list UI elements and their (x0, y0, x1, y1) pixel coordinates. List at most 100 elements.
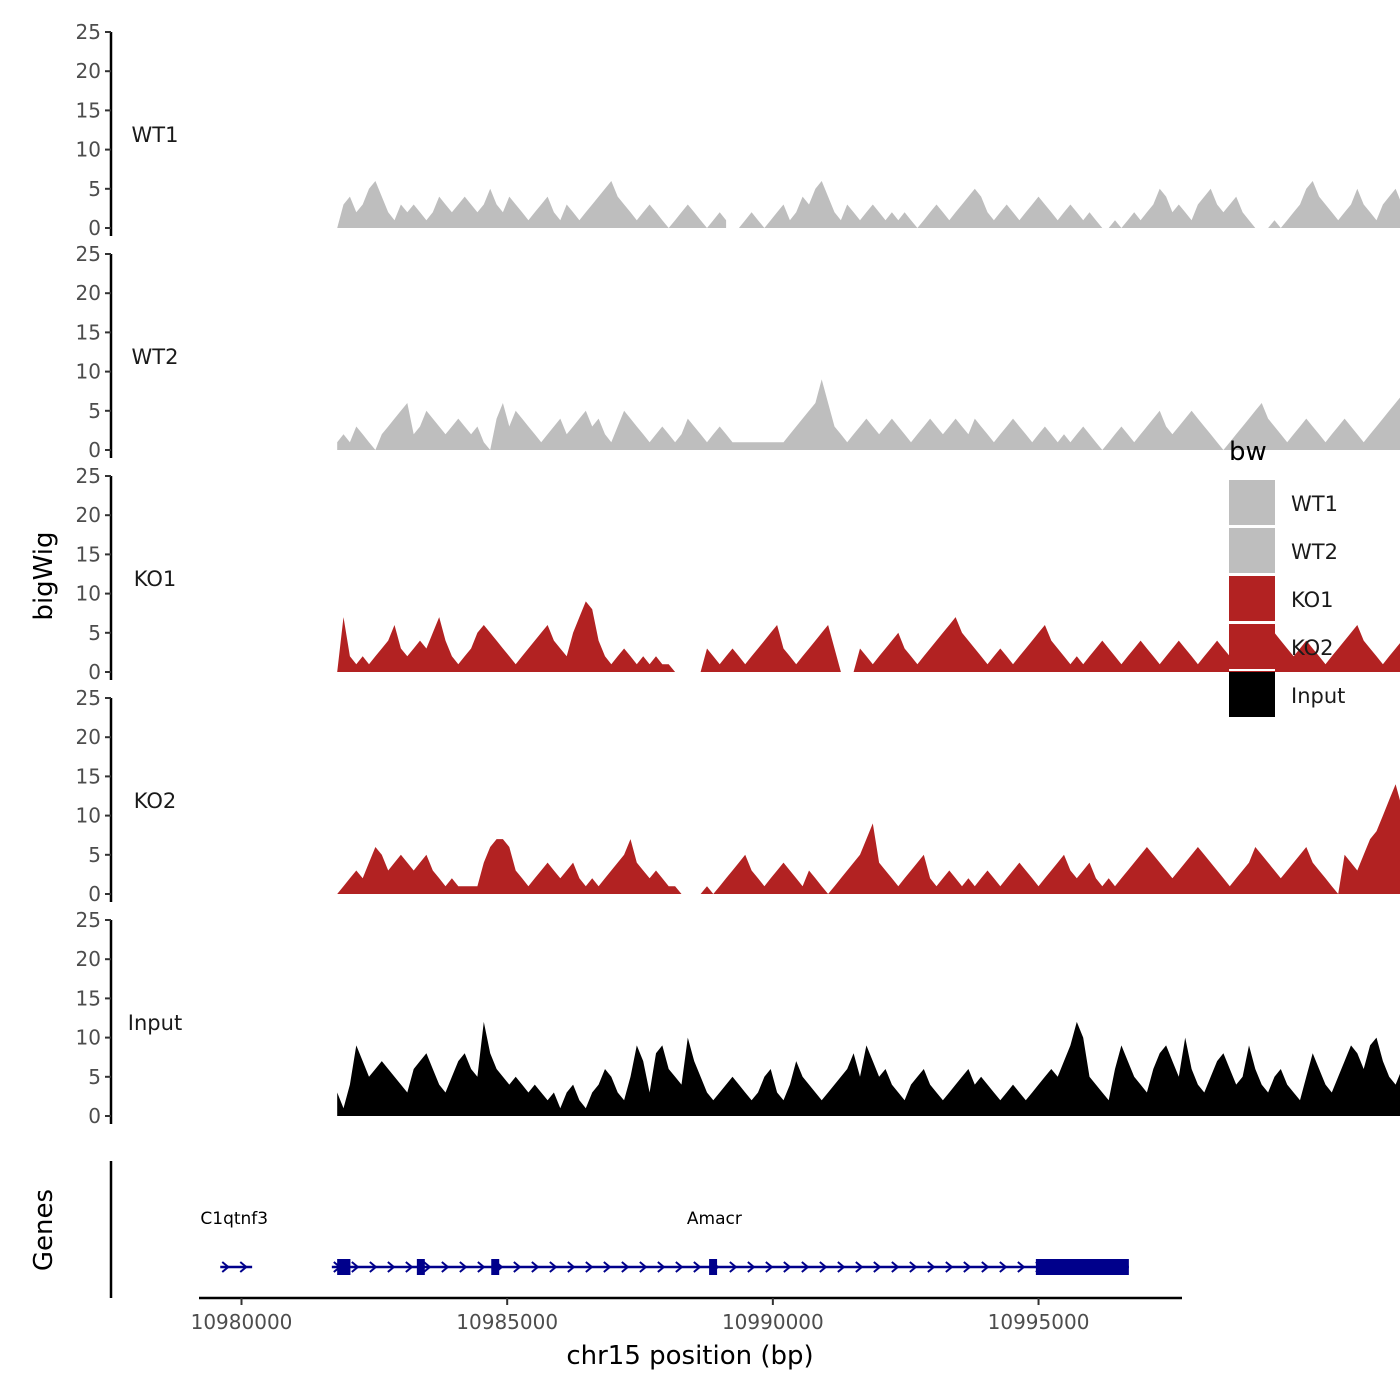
strand-arrow (747, 1261, 756, 1273)
exon (337, 1259, 351, 1275)
x-tick-label: 10980000 (191, 1310, 293, 1334)
y-tick-label: 5 (88, 177, 101, 201)
y-tick-label: 5 (88, 1065, 101, 1089)
y-tick-label: 0 (88, 438, 101, 462)
area-wt1-segment-1 (337, 181, 727, 228)
y-tick-label: 25 (76, 686, 101, 710)
strand-arrow (513, 1261, 522, 1273)
legend-label-ko2: KO2 (1291, 636, 1334, 660)
panel-wt2: 0 5 10 15 20 25 WT2 (76, 242, 1400, 462)
y-tick-label: 0 (88, 216, 101, 240)
legend-title: bw (1229, 437, 1267, 467)
strand-arrow (819, 1261, 828, 1273)
area-wt1-segment-2 (738, 181, 1256, 228)
panel-label-ko1: KO1 (134, 567, 177, 591)
strand-arrow (927, 1261, 936, 1273)
y-tick-label: 0 (88, 882, 101, 906)
strand-arrow (855, 1261, 864, 1273)
gene-label-c1qtnf3: C1qtnf3 (200, 1209, 268, 1229)
legend-label-input: Input (1291, 684, 1345, 708)
strand-arrow (405, 1261, 414, 1273)
y-tick-label: 10 (76, 138, 101, 162)
y-tick-label: 10 (76, 360, 101, 384)
area-ko1-segment-1 (337, 601, 688, 672)
strand-arrow (639, 1261, 648, 1273)
strand-arrow (963, 1261, 972, 1273)
x-tick-label: 10985000 (456, 1310, 558, 1334)
legend-label-wt1: WT1 (1291, 492, 1338, 516)
strand-arrow (531, 1261, 540, 1273)
strand-arrow (549, 1261, 558, 1273)
area-ko1-segment-2 (700, 625, 841, 672)
legend-swatch-wt2 (1229, 528, 1275, 574)
y-tick-label: 20 (76, 947, 101, 971)
legend-swatch-ko1 (1229, 576, 1275, 622)
strand-arrow (351, 1261, 360, 1273)
exon (709, 1259, 718, 1275)
y-tick-label: 25 (76, 20, 101, 44)
y-tick-label: 15 (76, 542, 101, 566)
strand-arrow (765, 1261, 774, 1273)
strand-arrow (369, 1261, 378, 1273)
strand-arrow (1017, 1261, 1026, 1273)
y-tick-label: 20 (76, 281, 101, 305)
strand-arrow (621, 1261, 630, 1273)
gene-label-amacr: Amacr (687, 1209, 742, 1229)
strand-arrow (873, 1261, 882, 1273)
y-tick-label: 5 (88, 621, 101, 645)
area-wt2-segment-1 (337, 379, 1400, 450)
strand-arrow (585, 1261, 594, 1273)
panel-label-input: Input (128, 1011, 182, 1035)
strand-arrow (221, 1261, 230, 1273)
strand-arrow (693, 1261, 702, 1273)
strand-arrow (945, 1261, 954, 1273)
strand-arrow (239, 1261, 248, 1273)
y-tick-label: 20 (76, 503, 101, 527)
x-axis: 10980000 10985000 10990000 10995000 (191, 1296, 1182, 1334)
genes-track: Genes C1qtnf3 Amacr (29, 1161, 1129, 1298)
strand-arrow (459, 1261, 468, 1273)
area-ko2-segment-2 (700, 784, 1400, 894)
area-wt1-segment-3 (1268, 181, 1400, 228)
legend-label-wt2: WT2 (1291, 540, 1338, 564)
y-tick-label: 0 (88, 1104, 101, 1128)
strand-arrow (909, 1261, 918, 1273)
y-tick-label: 10 (76, 582, 101, 606)
panel-ko1: 0 5 10 15 20 25 KO1 (76, 464, 1400, 684)
strand-arrow (603, 1261, 612, 1273)
strand-arrow (729, 1261, 738, 1273)
legend-swatch-input (1229, 672, 1275, 718)
y-tick-label: 0 (88, 660, 101, 684)
panel-wt1: 0 5 10 15 20 25 WT1 (76, 20, 1400, 240)
legend-swatch-wt1 (1229, 480, 1275, 526)
panel-label-wt2: WT2 (132, 345, 179, 369)
exon (416, 1259, 425, 1275)
strand-arrow (981, 1261, 990, 1273)
strand-arrow (837, 1261, 846, 1273)
panel-label-ko2: KO2 (134, 789, 177, 813)
strand-arrow (657, 1261, 666, 1273)
x-axis-title: chr15 position (bp) (566, 1341, 813, 1371)
genes-track-title: Genes (29, 1189, 59, 1271)
y-tick-label: 10 (76, 804, 101, 828)
strand-arrow (801, 1261, 810, 1273)
strand-arrow (891, 1261, 900, 1273)
strand-arrow (675, 1261, 684, 1273)
y-tick-label: 15 (76, 986, 101, 1010)
y-tick-label: 25 (76, 464, 101, 488)
legend: bw WT1 WT2 KO1 KO2 Input (1229, 437, 1345, 719)
y-tick-label: 15 (76, 320, 101, 344)
strand-arrow (423, 1261, 432, 1273)
y-tick-label: 15 (76, 98, 101, 122)
coverage-panels: 0510152025WT10510152025WT20510152025KO10… (76, 20, 1400, 1128)
x-tick-label: 10995000 (988, 1310, 1090, 1334)
y-tick-label: 25 (76, 908, 101, 932)
gene-c1qtnf3: C1qtnf3 (200, 1209, 268, 1273)
legend-label-ko1: KO1 (1291, 588, 1334, 612)
gene-models: C1qtnf3 Amacr (200, 1209, 1129, 1275)
y-tick-label: 20 (76, 59, 101, 83)
y-axis-title: bigWig (29, 531, 59, 620)
area-ko2-segment-1 (337, 839, 688, 894)
strand-arrow (477, 1261, 486, 1273)
y-tick-label: 15 (76, 764, 101, 788)
